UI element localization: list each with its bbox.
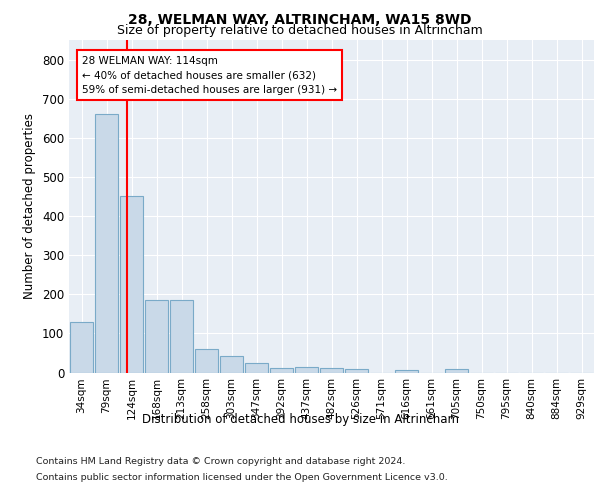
Bar [119,196,143,372]
Bar [445,369,469,372]
Text: Distribution of detached houses by size in Altrincham: Distribution of detached houses by size … [142,412,458,426]
Bar [245,362,268,372]
Bar [344,369,368,372]
Text: Contains HM Land Registry data © Crown copyright and database right 2024.: Contains HM Land Registry data © Crown c… [36,458,406,466]
Text: 28, WELMAN WAY, ALTRINCHAM, WA15 8WD: 28, WELMAN WAY, ALTRINCHAM, WA15 8WD [128,12,472,26]
Bar [220,356,244,372]
Text: 28 WELMAN WAY: 114sqm
← 40% of detached houses are smaller (632)
59% of semi-det: 28 WELMAN WAY: 114sqm ← 40% of detached … [82,56,337,95]
Text: Size of property relative to detached houses in Altrincham: Size of property relative to detached ho… [117,24,483,37]
Bar [170,300,193,372]
Bar [269,368,293,372]
Bar [145,300,169,372]
Bar [95,114,118,372]
Bar [320,368,343,372]
Bar [70,322,94,372]
Bar [295,368,319,372]
Text: Contains public sector information licensed under the Open Government Licence v3: Contains public sector information licen… [36,472,448,482]
Bar [395,370,418,372]
Y-axis label: Number of detached properties: Number of detached properties [23,114,37,299]
Bar [194,349,218,372]
